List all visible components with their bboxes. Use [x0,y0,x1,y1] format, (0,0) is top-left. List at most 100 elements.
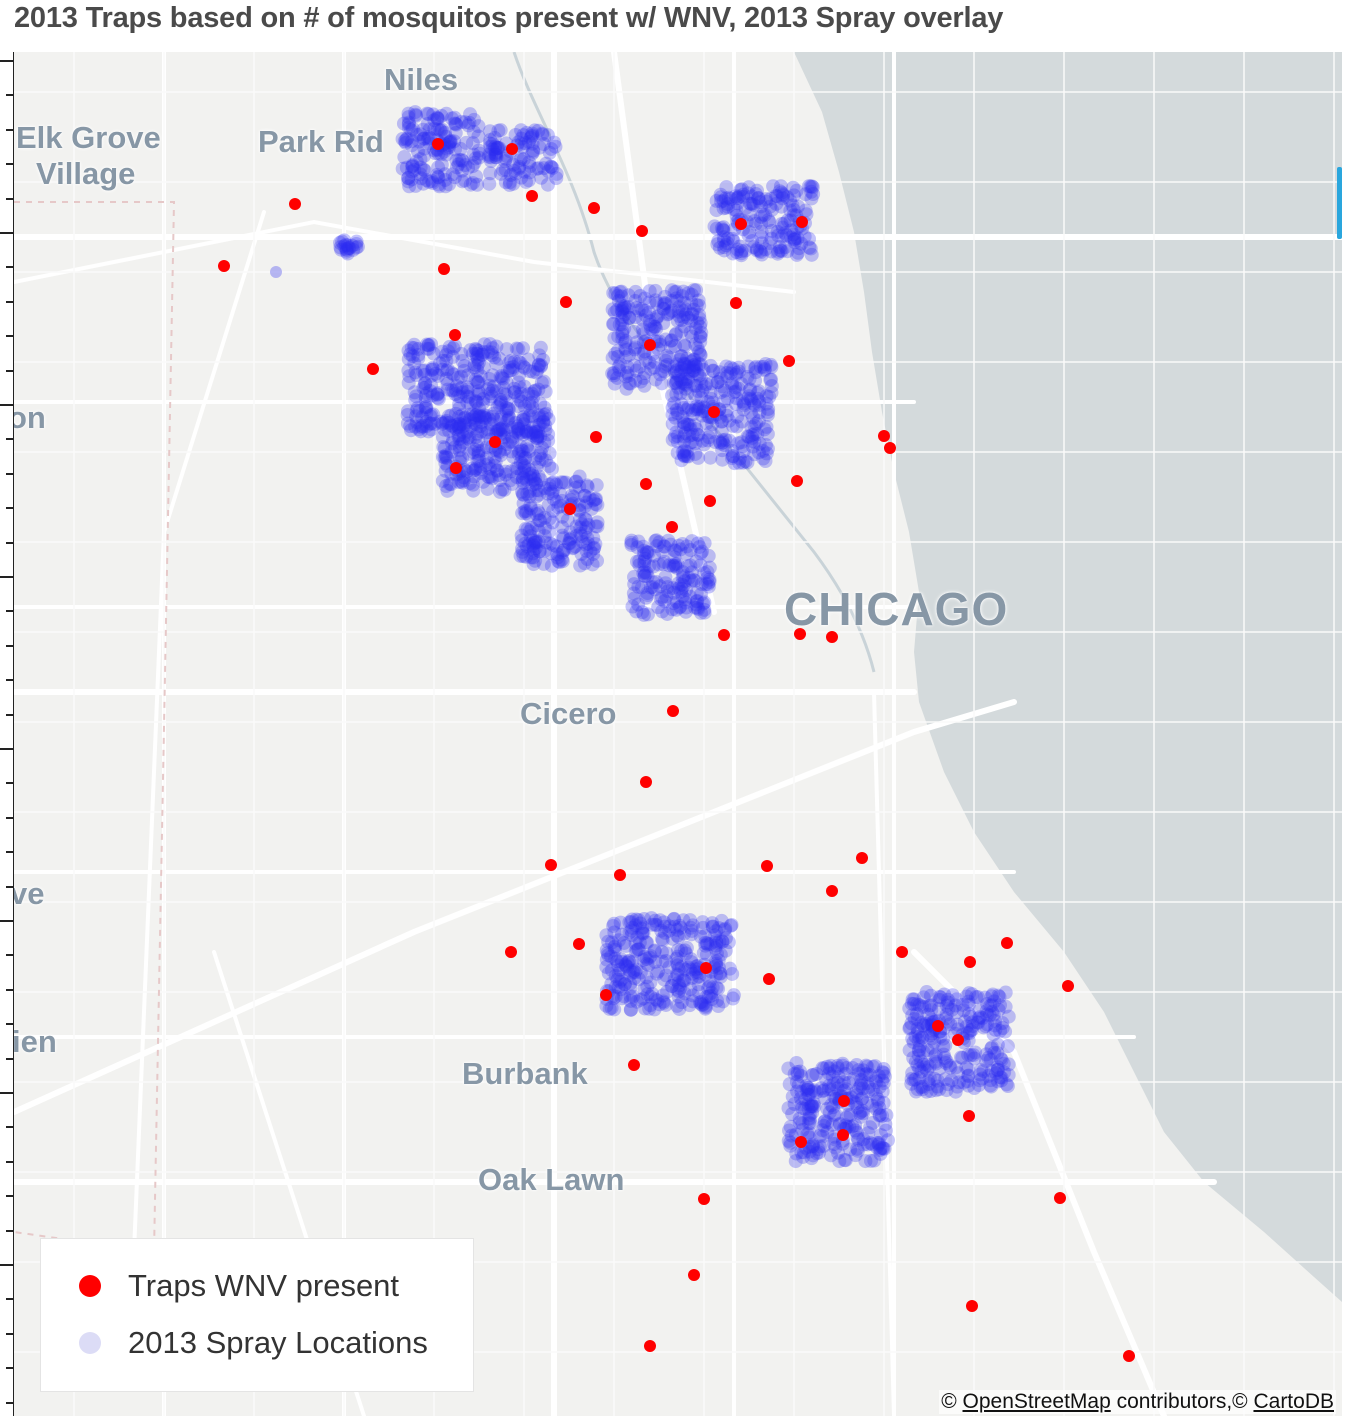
spray-location-marker [674,581,689,596]
spray-location-marker [519,439,534,454]
spray-location-marker [407,162,422,177]
trap-marker [588,202,600,214]
spray-location-marker [442,134,457,149]
spray-location-marker [687,378,702,393]
spray-location-marker [418,380,433,395]
spray-location-marker [409,415,424,430]
spray-location-marker [540,128,555,143]
spray-location-marker [920,1063,935,1078]
spray-location-marker [841,1107,856,1122]
spray-location-marker [786,180,801,195]
spray-location-marker [496,380,511,395]
spray-location-marker [522,165,537,180]
spray-location-marker [531,523,546,538]
spray-location-marker [688,388,703,403]
spray-location-marker [491,422,506,437]
y-axis-tick [6,644,14,647]
spray-location-marker [471,343,486,358]
spray-location-marker [456,470,471,485]
spray-location-marker [525,409,540,424]
spray-location-marker [414,420,429,435]
spray-location-marker [670,406,685,421]
spray-location-marker [779,228,794,243]
road-segment [611,52,717,615]
map-plot[interactable]: Niles Elk Grove Village Park Rid on CHIC… [14,52,1342,1416]
spray-location-marker [502,355,517,370]
spray-location-marker [750,427,765,442]
spray-location-marker [495,482,510,497]
spray-location-marker [737,398,752,413]
spray-location-marker [438,463,453,478]
spray-location-marker [468,151,483,166]
spray-location-marker [709,946,724,961]
spray-location-marker [462,412,477,427]
spray-location-marker [691,602,706,617]
spray-location-marker [505,434,520,449]
spray-location-marker [746,396,761,411]
spray-location-marker [396,116,411,131]
spray-location-marker [692,399,707,414]
spray-location-marker [525,400,540,415]
spray-location-marker [418,376,433,391]
scroll-indicator[interactable] [1337,167,1342,239]
spray-location-marker [661,533,676,548]
spray-location-marker [528,533,543,548]
spray-location-marker [783,1119,798,1134]
spray-location-marker [648,293,663,308]
spray-location-marker [784,230,799,245]
spray-location-marker [492,351,507,366]
spray-location-marker [446,367,461,382]
trap-marker [640,478,652,490]
spray-location-marker [529,430,544,445]
spray-location-marker [716,223,731,238]
spray-location-marker [505,431,520,446]
spray-location-marker [515,533,530,548]
spray-location-marker [605,302,620,317]
spray-location-marker [543,159,558,174]
spray-location-marker [545,515,560,530]
spray-location-marker [804,247,819,262]
spray-location-marker [469,346,484,361]
spray-location-marker [534,375,549,390]
spray-location-marker [457,411,472,426]
spray-location-marker [435,416,450,431]
spray-location-marker [413,167,428,182]
spray-location-marker [670,357,685,372]
spray-location-marker [413,127,428,142]
spray-location-marker [716,193,731,208]
spray-location-marker [630,554,645,569]
spray-location-marker [453,417,468,432]
spray-location-marker [617,299,632,314]
spray-location-marker [712,365,727,380]
spray-location-marker [622,347,637,362]
spray-location-marker [522,396,537,411]
spray-location-marker [655,933,670,948]
spray-location-marker [671,581,686,596]
y-axis-tick [6,541,14,544]
cartodb-link[interactable]: CartoDB [1253,1390,1334,1413]
spray-location-marker [524,386,539,401]
spray-location-marker [657,297,672,312]
spray-location-marker [716,233,731,248]
spray-location-marker [733,183,748,198]
spray-location-marker [467,155,482,170]
spray-location-marker [404,138,419,153]
spray-location-marker [730,242,745,257]
spray-location-marker [451,420,466,435]
spray-location-marker [511,354,526,369]
spray-location-marker [436,416,451,431]
spray-location-marker [515,139,530,154]
map-canvas[interactable] [14,52,1342,1416]
openstreetmap-link[interactable]: OpenStreetMap [962,1390,1111,1413]
spray-location-marker [494,395,509,410]
spray-location-marker [636,953,651,968]
spray-location-marker [719,365,734,380]
spray-location-marker [439,353,454,368]
spray-location-marker [615,305,630,320]
place-label-edge-ve: ve [14,876,45,911]
spray-location-marker [719,403,734,418]
spray-location-marker [544,558,559,573]
spray-location-marker [672,600,687,615]
spray-location-marker [607,331,622,346]
spray-location-marker [528,451,543,466]
